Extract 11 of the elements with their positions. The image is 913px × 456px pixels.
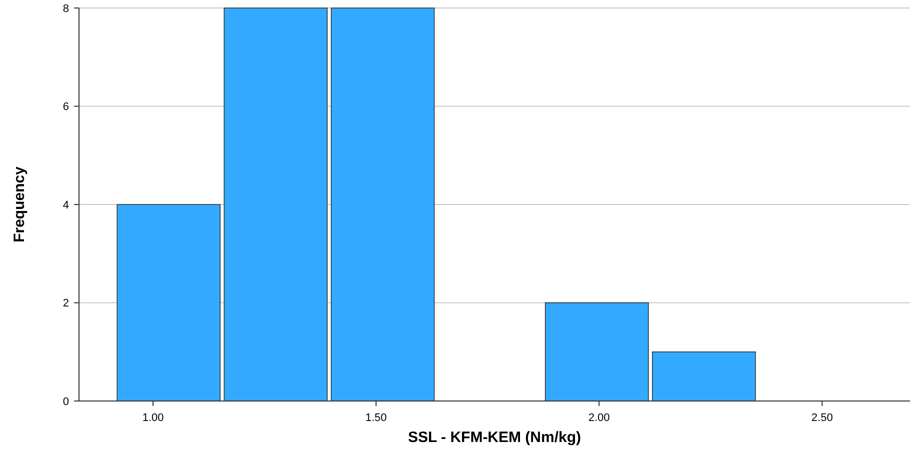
y-tick-label: 6 (62, 101, 69, 114)
x-tick-label: 1.50 (365, 412, 387, 424)
y-axis-title: Frequency (11, 166, 28, 242)
y-tick-label: 0 (62, 396, 69, 408)
y-tick-label: 4 (62, 199, 69, 212)
x-tick-label: 2.50 (811, 412, 833, 424)
x-tick-label: 1.00 (142, 412, 164, 424)
x-tick-label: 2.00 (588, 412, 610, 424)
x-axis-title: SSL - KFM-KEM (Nm/kg) (408, 429, 582, 446)
y-tick-label: 8 (62, 2, 69, 15)
y-tick-label: 2 (62, 298, 69, 310)
